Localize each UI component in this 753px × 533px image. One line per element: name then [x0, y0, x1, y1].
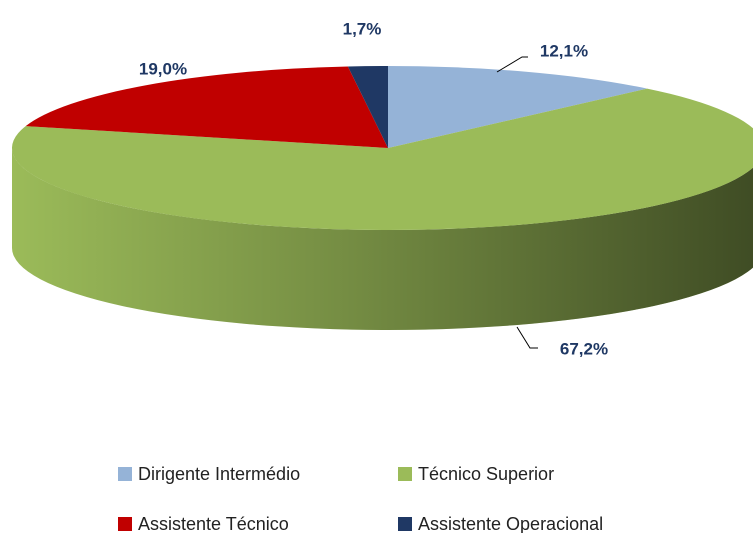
legend-label: Assistente Operacional: [418, 514, 603, 533]
leader-line: [496, 56, 528, 73]
pie-tops: [12, 66, 753, 230]
pie-slice: [25, 66, 389, 148]
legend-swatch: [118, 467, 132, 481]
pie-sides: [12, 148, 753, 330]
side-shade: [12, 148, 753, 330]
legend: Dirigente Intermédio Técnico Superior Assi…: [118, 464, 603, 533]
pie-slice: [388, 66, 648, 148]
legend-label: Assistente Técnico: [138, 514, 289, 533]
legend-swatch: [118, 517, 132, 531]
legend-label: Técnico Superior: [418, 464, 554, 484]
legend-label: Dirigente Intermédio: [138, 464, 300, 484]
data-label: 1,7%: [343, 19, 382, 38]
data-label: 67,2%: [560, 339, 608, 358]
leader-line: [516, 326, 538, 349]
data-labels: 12,1% 67,2% 19,0% 1,7%: [139, 19, 608, 358]
pie-slice: [347, 66, 388, 148]
data-label: 19,0%: [139, 59, 187, 78]
data-label: 12,1%: [540, 41, 588, 60]
pie-slice: [12, 88, 753, 230]
legend-swatch: [398, 467, 412, 481]
legend-swatch: [398, 517, 412, 531]
